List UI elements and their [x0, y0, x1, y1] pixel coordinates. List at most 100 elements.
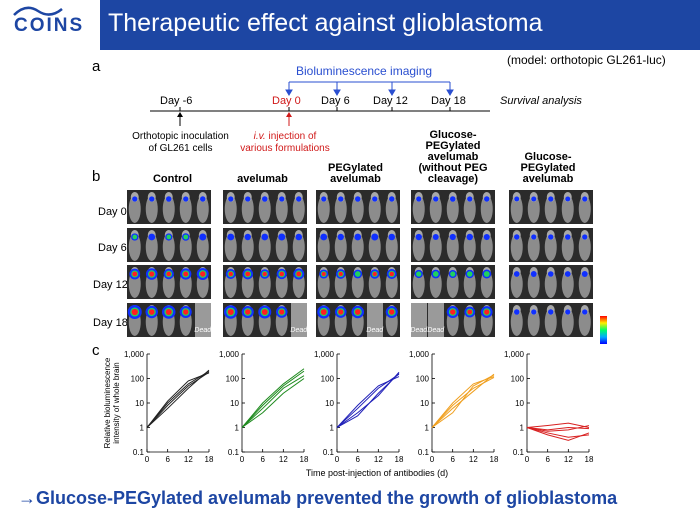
- x-tick-label: 18: [585, 455, 594, 464]
- series-line: [526, 427, 590, 438]
- y-tick-label: 1,000: [409, 350, 430, 359]
- y-tick-label: 0.1: [418, 448, 430, 457]
- chart-4: 1,000 100 10 1 0.10 6 12 18: [409, 350, 499, 464]
- x-tick-label: 12: [469, 455, 478, 464]
- mouse-image-panel: [411, 265, 495, 299]
- timeline-day-12: Day 12: [373, 95, 408, 107]
- timeline-day-18: Day 18: [431, 95, 466, 107]
- series-line: [336, 373, 400, 428]
- x-tick-label: 18: [205, 455, 214, 464]
- x-axis-title: Time post-injection of antibodies (d): [306, 468, 448, 478]
- y-tick-label: 1: [520, 424, 525, 433]
- row-label-day6: Day 6: [98, 242, 127, 254]
- x-tick-label: 18: [395, 455, 404, 464]
- mouse-image-panel: [316, 190, 400, 224]
- series-line: [526, 425, 590, 432]
- mouse-image-panel: Dead: [223, 303, 307, 337]
- dead-marker: Dead: [290, 303, 307, 337]
- intensity-color-scale: [600, 316, 607, 344]
- mouse-image-panel: [509, 265, 593, 299]
- y-tick-label: 100: [416, 375, 430, 384]
- note-inoculation: Orthotopic inoculation of GL261 cells: [132, 131, 229, 154]
- logo-text: COINS: [14, 15, 85, 36]
- imaging-label: Bioluminescence imaging: [296, 64, 433, 78]
- timeline-day-6: Day 6: [321, 95, 350, 107]
- timeline-graphic: [150, 81, 490, 126]
- group-header-avelumab: avelumab: [237, 173, 288, 185]
- y-tick-label: 0.1: [228, 448, 240, 457]
- dead-marker: Dead: [194, 303, 211, 337]
- x-tick-label: 12: [279, 455, 288, 464]
- series-line: [336, 376, 400, 428]
- x-tick-label: 6: [260, 455, 265, 464]
- series-line: [146, 369, 210, 428]
- model-note: (model: orthotopic GL261-luc): [507, 53, 666, 67]
- timeline-day-0: Day 0: [272, 95, 301, 107]
- x-tick-label: 0: [430, 455, 435, 464]
- mouse-image-panel: [127, 265, 211, 299]
- series-line: [526, 427, 590, 441]
- dead-marker: Dead: [427, 303, 444, 337]
- chart-2: 1,000 100 10 1 0.10 6 12 18: [219, 350, 309, 464]
- dead-marker: Dead: [410, 303, 427, 337]
- mouse-image-panel: [223, 190, 307, 224]
- conclusion-text: →Glucose-PEGylated avelumab prevented th…: [18, 488, 618, 508]
- y-tick-label: 10: [325, 399, 334, 408]
- y-tick-label: 1: [425, 424, 430, 433]
- mouse-image-panel: [316, 265, 400, 299]
- row-label-day18: Day 18: [93, 317, 128, 329]
- mouse-image-panel: [411, 190, 495, 224]
- mouse-image-panel: [127, 190, 211, 224]
- series-line: [241, 375, 305, 428]
- group-header-glucose-no-cleavage: Glucose- PEGylated avelumab (without PEG…: [418, 129, 488, 185]
- mouse-image-panel: Dead: [127, 303, 211, 337]
- x-tick-label: 0: [335, 455, 340, 464]
- series-line: [241, 370, 305, 428]
- x-tick-label: 18: [490, 455, 499, 464]
- y-tick-label: 100: [226, 375, 240, 384]
- chart-3: 1,000 100 10 1 0.10 6 12 18: [314, 350, 404, 464]
- chart-5: 1,000 100 10 1 0.10 6 12 18: [504, 350, 594, 464]
- series-line: [431, 374, 495, 428]
- x-tick-label: 18: [300, 455, 309, 464]
- title-bar: COINS Therapeutic effect against gliobla…: [0, 0, 700, 50]
- y-tick-label: 1,000: [504, 350, 525, 359]
- x-tick-label: 6: [355, 455, 360, 464]
- y-tick-label: 10: [230, 399, 239, 408]
- x-tick-label: 0: [240, 455, 245, 464]
- y-tick-label: 100: [511, 375, 525, 384]
- series-line: [146, 372, 210, 428]
- y-tick-label: 10: [420, 399, 429, 408]
- group-header-glucose-pegylated: Glucose- PEGylated avelumab: [520, 151, 576, 185]
- logo-wave-icon: [13, 6, 63, 16]
- y-axis-title: intensity of whole brain: [112, 362, 121, 443]
- x-tick-label: 6: [545, 455, 550, 464]
- series-line: [431, 376, 495, 428]
- y-tick-label: 0.1: [513, 448, 525, 457]
- y-tick-label: 1: [235, 424, 240, 433]
- x-tick-label: 12: [374, 455, 383, 464]
- group-header-pegylated: PEGylated avelumab: [327, 162, 384, 185]
- panel-label-b: b: [92, 168, 101, 185]
- panel-label-c: c: [92, 342, 100, 359]
- mouse-image-panel: [509, 190, 593, 224]
- panel-label-a: a: [92, 58, 101, 75]
- series-line: [241, 368, 305, 428]
- y-tick-label: 1: [140, 424, 145, 433]
- y-tick-label: 100: [131, 375, 145, 384]
- coins-logo: COINS: [0, 0, 100, 50]
- timeline-day-minus6: Day -6: [160, 95, 193, 107]
- chart-1: 1,000 100 10 1 0.10 6 12 18: [124, 350, 214, 464]
- y-tick-label: 10: [135, 399, 144, 408]
- x-tick-label: 0: [145, 455, 150, 464]
- mouse-image-panel: [316, 228, 400, 262]
- x-tick-label: 6: [165, 455, 170, 464]
- x-tick-label: 12: [184, 455, 193, 464]
- x-tick-label: 6: [450, 455, 455, 464]
- y-tick-label: 1,000: [124, 350, 145, 359]
- mouse-image-panel: [509, 228, 593, 262]
- y-tick-label: 0.1: [133, 448, 145, 457]
- y-tick-label: 0.1: [323, 448, 335, 457]
- x-tick-label: 0: [525, 455, 530, 464]
